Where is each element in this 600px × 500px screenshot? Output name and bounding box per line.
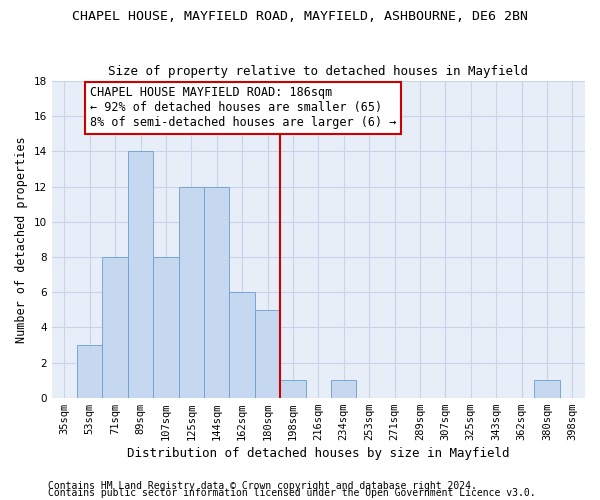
Bar [179,186,204,398]
Text: Contains HM Land Registry data © Crown copyright and database right 2024.: Contains HM Land Registry data © Crown c… [48,481,477,491]
Bar [229,292,255,398]
Bar [77,345,103,398]
Bar [153,257,179,398]
X-axis label: Distribution of detached houses by size in Mayfield: Distribution of detached houses by size … [127,447,509,460]
Text: CHAPEL HOUSE, MAYFIELD ROAD, MAYFIELD, ASHBOURNE, DE6 2BN: CHAPEL HOUSE, MAYFIELD ROAD, MAYFIELD, A… [72,10,528,23]
Y-axis label: Number of detached properties: Number of detached properties [15,136,28,342]
Title: Size of property relative to detached houses in Mayfield: Size of property relative to detached ho… [109,66,529,78]
Bar [103,257,128,398]
Bar [280,380,305,398]
Bar [331,380,356,398]
Bar [255,310,280,398]
Bar [534,380,560,398]
Bar [128,152,153,398]
Bar [204,186,229,398]
Text: CHAPEL HOUSE MAYFIELD ROAD: 186sqm
← 92% of detached houses are smaller (65)
8% : CHAPEL HOUSE MAYFIELD ROAD: 186sqm ← 92%… [90,86,396,130]
Text: Contains public sector information licensed under the Open Government Licence v3: Contains public sector information licen… [48,488,536,498]
